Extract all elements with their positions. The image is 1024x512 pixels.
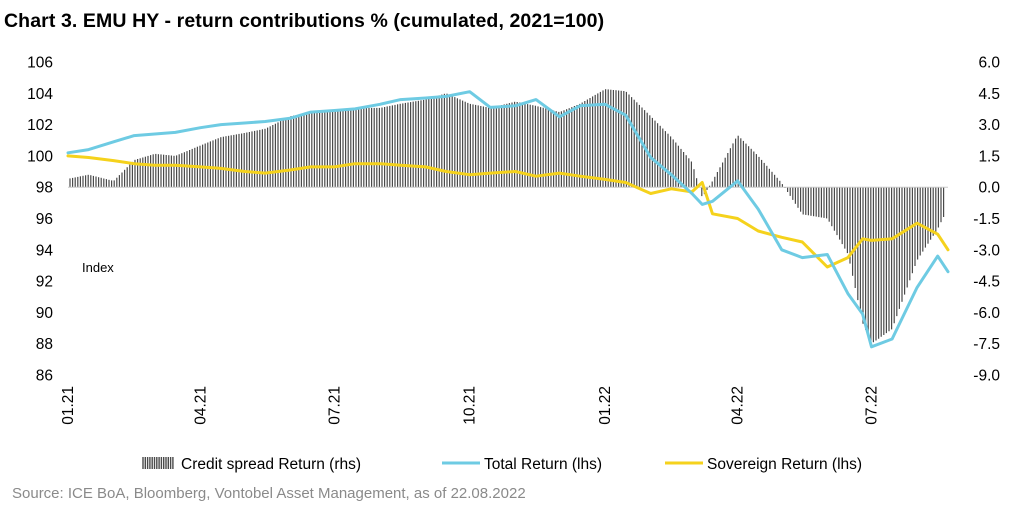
legend-label: Credit spread Return (rhs) xyxy=(181,456,361,473)
left-axis-tick-label: 86 xyxy=(36,368,53,385)
left-axis-tick-label: 88 xyxy=(36,336,53,353)
legend-label: Sovereign Return (lhs) xyxy=(707,456,862,473)
chart-title: Chart 3. EMU HY - return contributions %… xyxy=(4,10,605,32)
left-axis-tick-label: 100 xyxy=(27,148,53,165)
left-axis-ticks: 106 104 102 100 98 96 94 92 90 88 86 xyxy=(27,55,53,385)
total-return-line xyxy=(66,90,950,349)
x-axis-tick-label: 07.21 xyxy=(326,386,343,425)
right-axis-tick-label: -6.0 xyxy=(973,305,1000,322)
right-axis-tick-label: 0.0 xyxy=(978,180,1000,197)
right-axis-tick-label: -7.5 xyxy=(973,336,1000,353)
index-annotation: Index xyxy=(82,260,114,275)
left-axis-tick-label: 96 xyxy=(36,211,53,228)
right-axis-tick-label: -3.0 xyxy=(973,242,1000,259)
right-axis-tick-label: 1.5 xyxy=(978,148,1000,165)
left-axis-tick-label: 98 xyxy=(36,180,53,197)
sovereign-return-line xyxy=(66,154,950,269)
left-axis-tick-label: 104 xyxy=(27,86,53,103)
right-axis-tick-label: 4.5 xyxy=(978,86,1000,103)
right-axis-tick-label: -4.5 xyxy=(973,274,1000,291)
x-axis-tick-label: 04.21 xyxy=(192,386,209,425)
x-axis-tick-label: 01.21 xyxy=(60,386,77,425)
left-axis-tick-label: 90 xyxy=(36,305,54,322)
right-axis-tick-label: 3.0 xyxy=(978,117,1000,134)
x-axis-tick-label: 01.22 xyxy=(597,386,614,425)
right-axis-tick-label: 6.0 xyxy=(978,55,1000,72)
legend-label: Total Return (lhs) xyxy=(484,456,602,473)
left-axis-tick-label: 106 xyxy=(27,55,53,72)
left-axis-tick-label: 94 xyxy=(36,242,54,259)
source-note: Source: ICE BoA, Bloomberg, Vontobel Ass… xyxy=(12,485,526,502)
legend: Credit spread Return (rhs) Total Return (… xyxy=(142,456,862,473)
right-axis-ticks: 6.0 4.5 3.0 1.5 0.0 -1.5 -3.0 -4.5 -6.0 -7.5 -9.0 xyxy=(973,55,1000,385)
left-axis-tick-label: 102 xyxy=(27,117,53,134)
right-axis-tick-label: -1.5 xyxy=(973,211,1000,228)
line-series-group xyxy=(66,90,950,349)
x-axis-tick-label: 07.22 xyxy=(864,386,881,425)
x-axis-ticks: 01.21 04.21 07.21 10.21 01.22 04.22 07.22 xyxy=(60,386,881,425)
x-axis-tick-label: 10.21 xyxy=(462,386,479,425)
left-axis-tick-label: 92 xyxy=(36,274,53,291)
x-axis-tick-label: 04.22 xyxy=(730,386,747,425)
right-axis-tick-label: -9.0 xyxy=(973,368,1000,385)
